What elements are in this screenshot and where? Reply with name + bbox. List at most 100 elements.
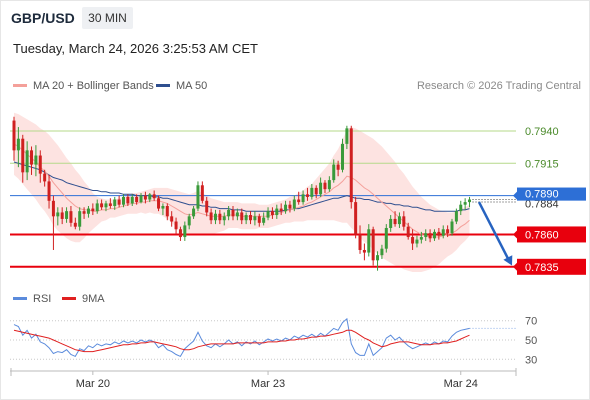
candle-body xyxy=(336,164,340,170)
candle-body xyxy=(362,249,366,253)
level-tag-0.7860 xyxy=(517,226,586,243)
legend-ma50-label: MA 50 xyxy=(176,80,208,92)
candle-body xyxy=(235,212,239,217)
rsi-tick-label-70: 70 xyxy=(525,316,537,328)
legend-ma50: MA 50 xyxy=(156,80,207,92)
candle-body xyxy=(292,199,296,209)
ma9-swatch xyxy=(62,296,76,300)
x-tick-label-Mar 24: Mar 24 xyxy=(444,378,478,390)
candle-body xyxy=(178,229,182,238)
candle-body xyxy=(266,211,270,218)
candle-body xyxy=(38,155,42,174)
candle-body xyxy=(257,216,261,223)
candle-body xyxy=(139,195,143,203)
candle-body xyxy=(463,202,467,205)
candle-body xyxy=(113,199,117,206)
candle-body xyxy=(301,194,305,203)
candle-body xyxy=(441,229,445,236)
level-label-0.7860: 0.7860 xyxy=(525,229,559,241)
candle-body xyxy=(279,208,283,212)
candle-body xyxy=(130,196,134,204)
current-price-tag xyxy=(517,187,586,201)
candle-body xyxy=(284,204,288,212)
candle-body xyxy=(25,150,29,173)
candle-body xyxy=(432,231,436,239)
candle-body xyxy=(47,181,51,201)
candle-body xyxy=(393,218,397,225)
legend-rsi: RSI xyxy=(13,293,51,305)
candle-body xyxy=(34,155,38,165)
rsi-9ma-line xyxy=(13,329,470,353)
research-credit: Research © 2026 Trading Central xyxy=(416,80,581,92)
legend-rsi-label: RSI xyxy=(33,293,52,305)
candle-body xyxy=(91,208,95,212)
candle-body xyxy=(384,227,388,249)
candle-body xyxy=(406,226,410,238)
candle-body xyxy=(30,150,34,165)
candle-body xyxy=(288,204,292,209)
candle-body xyxy=(231,209,235,217)
candle-body xyxy=(446,229,450,234)
candle-body xyxy=(354,202,358,235)
candle-body xyxy=(218,213,222,221)
candle-body xyxy=(450,221,454,234)
x-tick-label-Mar 23: Mar 23 xyxy=(251,378,285,390)
candle-body xyxy=(397,216,401,225)
timeframe-button[interactable]: 30 MIN xyxy=(82,7,133,29)
candle-body xyxy=(135,196,139,203)
level-tag-pointer xyxy=(513,230,517,239)
secondary-price-tag xyxy=(517,199,586,209)
candle-body xyxy=(152,194,156,199)
candle-body xyxy=(402,216,406,227)
candle-body xyxy=(367,229,371,253)
candle-body xyxy=(108,203,112,206)
candle-body xyxy=(345,128,349,144)
candle-body xyxy=(437,231,441,236)
candle-body xyxy=(327,180,331,190)
candle-body xyxy=(341,143,344,170)
candle-body xyxy=(16,138,20,151)
candle-body xyxy=(349,128,353,203)
current-price-label: 0.7890 xyxy=(525,189,559,201)
candle-body xyxy=(196,185,200,209)
rsi-line xyxy=(13,317,470,358)
candle-body xyxy=(100,203,104,208)
candle-body xyxy=(213,213,217,221)
x-tick-label-Mar 20: Mar 20 xyxy=(76,378,110,390)
candle-body xyxy=(209,212,213,221)
rsi-swatch xyxy=(13,296,27,300)
legend-ma20: MA 20 + Bollinger Bands xyxy=(13,80,154,92)
candle-body xyxy=(183,225,187,238)
candle-body xyxy=(43,173,47,182)
candle-body xyxy=(143,195,147,200)
candle-body xyxy=(310,187,314,197)
level-label-0.7835: 0.7835 xyxy=(525,262,559,274)
candle-body xyxy=(157,198,161,209)
rsi-tick-label-30: 30 xyxy=(525,354,537,366)
candle-body xyxy=(82,211,86,214)
secondary-price-label: 0.7884 xyxy=(525,199,559,211)
candle-body xyxy=(358,234,362,250)
candle-body xyxy=(297,199,301,203)
candle-body xyxy=(319,182,323,195)
timestamp: Tuesday, March 24, 2026 3:25:53 AM CET xyxy=(13,41,258,56)
candle-body xyxy=(262,217,266,223)
candle-body xyxy=(56,212,60,217)
ma20-swatch xyxy=(13,83,27,87)
candle-body xyxy=(148,194,152,200)
candle-body xyxy=(187,216,191,226)
candle-body xyxy=(73,222,77,227)
candle-body xyxy=(371,229,375,261)
symbol-label: GBP/USD xyxy=(11,10,75,26)
candle-body xyxy=(126,196,130,204)
candle-body xyxy=(95,203,99,212)
bollinger-band xyxy=(14,112,470,272)
candle-body xyxy=(200,185,204,201)
candle-body xyxy=(305,194,309,197)
ma50-swatch xyxy=(156,83,170,87)
candle-body xyxy=(454,211,458,222)
rsi-tick-label-50: 50 xyxy=(525,335,537,347)
candle-body xyxy=(86,208,90,214)
legend-9ma-label: 9MA xyxy=(82,293,105,305)
